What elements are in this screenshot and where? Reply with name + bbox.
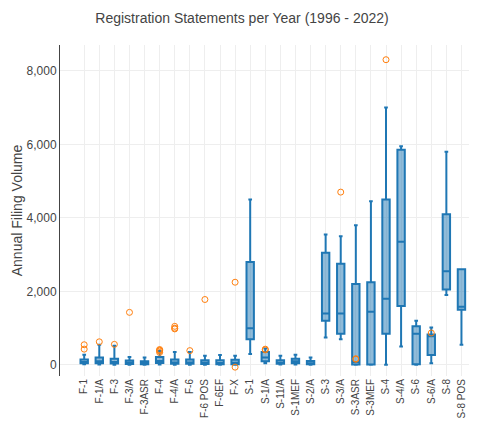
svg-text:F-3: F-3 [109, 379, 120, 394]
svg-text:S-4: S-4 [380, 379, 391, 395]
svg-text:S-3/A: S-3/A [335, 379, 346, 404]
svg-text:8,000: 8,000 [27, 64, 57, 78]
svg-text:S-1MEF: S-1MEF [290, 379, 301, 416]
svg-text:F-1/A: F-1/A [94, 379, 105, 404]
svg-text:F-3/A: F-3/A [124, 379, 135, 404]
svg-text:4,000: 4,000 [27, 211, 57, 225]
svg-text:Registration Statements per Ye: Registration Statements per Year (1996 -… [95, 10, 388, 26]
svg-text:S-3: S-3 [320, 379, 331, 395]
svg-text:F-3ASR: F-3ASR [139, 379, 150, 415]
svg-text:F-4/A: F-4/A [169, 379, 180, 404]
svg-text:S-3ASR: S-3ASR [350, 379, 361, 415]
svg-text:S-6: S-6 [410, 379, 421, 395]
svg-text:S-2/A: S-2/A [305, 379, 316, 404]
svg-text:S-3MEF: S-3MEF [365, 379, 376, 416]
svg-text:S-6/A: S-6/A [426, 379, 437, 404]
svg-text:F-6EF: F-6EF [214, 379, 225, 407]
svg-text:Annual Filing Volume: Annual Filing Volume [9, 145, 25, 277]
svg-text:F-6 POS: F-6 POS [199, 379, 210, 418]
svg-text:S-1/A: S-1/A [260, 379, 271, 404]
svg-text:S-8 POS: S-8 POS [456, 379, 467, 419]
svg-text:S-8: S-8 [441, 379, 452, 395]
svg-text:S-11/A: S-11/A [275, 379, 286, 409]
svg-text:F-X: F-X [229, 379, 240, 395]
svg-text:S-4/A: S-4/A [395, 379, 406, 404]
svg-text:0: 0 [50, 358, 57, 372]
svg-text:2,000: 2,000 [27, 285, 57, 299]
svg-text:6,000: 6,000 [27, 138, 57, 152]
svg-text:F-6: F-6 [184, 379, 195, 394]
svg-text:F-4: F-4 [154, 379, 165, 394]
svg-text:F-1: F-1 [78, 379, 89, 394]
svg-text:S-1: S-1 [244, 379, 255, 395]
